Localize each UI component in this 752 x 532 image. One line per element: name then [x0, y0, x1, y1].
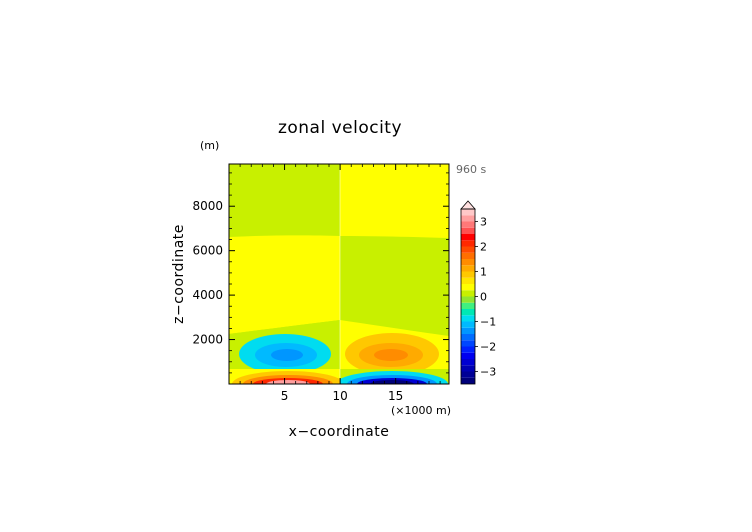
colorbar-tick-label: 3: [480, 216, 487, 229]
y-unit-label: (m): [200, 139, 219, 152]
colorbar-segment: [461, 377, 475, 384]
plot-frame: [228, 163, 450, 385]
time-label: 960 s: [456, 163, 486, 176]
colorbar-tick-label: −2: [480, 341, 496, 354]
colorbar-extend-triangle: [460, 200, 476, 210]
x-tick-label: 15: [388, 389, 403, 403]
colorbar-tick-label: −3: [480, 366, 496, 379]
right-upper-region: [340, 164, 449, 238]
chart-title: zonal velocity: [278, 118, 402, 138]
colorbar-segment: [461, 221, 475, 228]
colorbar-segment: [461, 371, 475, 378]
colorbar-tick-label: 2: [480, 241, 487, 254]
colorbar-segment: [461, 240, 475, 247]
heatmap-field: [229, 164, 449, 384]
left-upper-region: [229, 164, 340, 238]
colorbar-segment: [461, 277, 475, 284]
colorbar-segment: [461, 227, 475, 234]
colorbar-segment: [461, 327, 475, 334]
y-tick-label: 2000: [192, 333, 223, 347]
left-negative-contour-3: [271, 349, 303, 361]
colorbar-segment: [461, 296, 475, 303]
y-axis-label: z−coordinate: [171, 224, 187, 324]
y-tick-label: 6000: [192, 244, 223, 258]
left-mid-positive-region: [229, 235, 340, 334]
x-axis-label: x−coordinate: [289, 424, 390, 440]
colorbar-segment: [461, 309, 475, 316]
y-axis: 2000 4000 6000 8000: [192, 172, 449, 374]
colorbar-tick-label: 1: [480, 266, 487, 279]
x-unit-label: (×1000 m): [391, 404, 451, 417]
colorbar: 3 2 1 0 −1 −2 −3: [460, 200, 496, 385]
right-positive-contour-3: [374, 349, 408, 361]
colorbar-segment: [461, 265, 475, 272]
colorbar-segment: [461, 334, 475, 341]
colorbar-segment: [461, 209, 475, 216]
colorbar-segment: [461, 215, 475, 222]
colorbar-segment: [461, 352, 475, 359]
colorbar-segment: [461, 346, 475, 353]
colorbar-tick-label: 0: [480, 291, 487, 304]
colorbar-segment: [461, 252, 475, 259]
right-mid-zero-region: [340, 236, 449, 336]
colorbar-segment: [461, 234, 475, 241]
colorbar-tick-label: −1: [480, 316, 496, 329]
x-axis: 5 10 15: [239, 164, 441, 403]
colorbar-segment: [461, 284, 475, 291]
colorbar-segment: [461, 340, 475, 347]
right-surface-contour-4: [370, 380, 414, 384]
colorbar-segment: [461, 321, 475, 328]
colorbar-segment: [461, 259, 475, 266]
colorbar-segment: [461, 271, 475, 278]
colorbar-segment: [461, 365, 475, 372]
left-surface-contour-4: [266, 380, 310, 384]
colorbar-segment: [461, 359, 475, 366]
colorbar-segment: [461, 302, 475, 309]
x-tick-label: 5: [281, 389, 289, 403]
y-tick-label: 4000: [192, 288, 223, 302]
y-tick-label: 8000: [192, 199, 223, 213]
colorbar-segment: [461, 246, 475, 253]
colorbar-segment: [461, 315, 475, 322]
x-tick-label: 10: [332, 389, 347, 403]
colorbar-segment: [461, 290, 475, 297]
